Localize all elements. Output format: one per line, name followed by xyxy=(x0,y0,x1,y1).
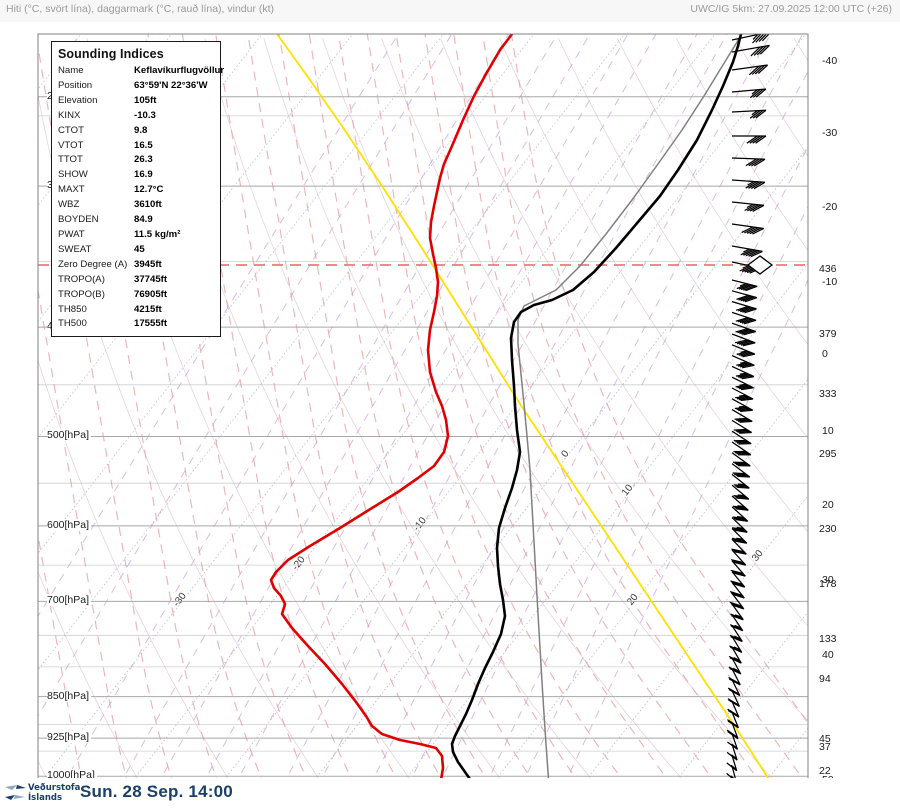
vedurstofa-logo: Veðurstofa Íslands xyxy=(4,782,74,806)
height-tick-label: 379 xyxy=(819,328,837,340)
indices-row-label: TH850 xyxy=(58,303,134,318)
pressure-tick-label: 850[hPa] xyxy=(47,690,91,702)
pressure-tick-label: 500[hPa] xyxy=(47,429,91,441)
right-temperature-label: -20 xyxy=(822,201,837,213)
logo-line-2: Íslands xyxy=(28,794,80,804)
height-tick-label: 295 xyxy=(819,448,837,460)
indices-row: KINX-10.3 xyxy=(52,109,220,124)
indices-row: TROPO(B)76905ft xyxy=(52,288,220,303)
indices-row-value: Keflavíkurflugvöllur xyxy=(134,64,224,79)
indices-row-label: Elevation xyxy=(58,94,134,109)
indices-row-label: PWAT xyxy=(58,228,134,243)
height-tick-label: 230 xyxy=(819,523,837,535)
pressure-tick-label: 925[hPa] xyxy=(47,731,91,743)
indices-row-label: TTOT xyxy=(58,153,134,168)
indices-row: Zero Degree (A)3945ft xyxy=(52,258,220,273)
indices-row-label: Zero Degree (A) xyxy=(58,258,134,273)
indices-row-value: 3945ft xyxy=(134,258,162,273)
height-tick-label: 436 xyxy=(819,263,837,275)
indices-row-value: 11.5 kg/m² xyxy=(134,228,180,243)
right-temperature-label: 40 xyxy=(822,649,834,661)
indices-row-label: SHOW xyxy=(58,168,134,183)
indices-row-value: 37745ft xyxy=(134,273,167,288)
height-tick-label: 333 xyxy=(819,388,837,400)
footer-bar: Veðurstofa Íslands Sun. 28 Sep. 14:00 xyxy=(0,778,900,808)
indices-row-value: 3610ft xyxy=(134,198,162,213)
height-tick-label: 94 xyxy=(819,673,831,685)
indices-row-label: BOYDEN xyxy=(58,213,134,228)
indices-row-value: 16.9 xyxy=(134,168,153,183)
indices-row-value: 17555ft xyxy=(134,317,167,332)
indices-row-label: VTOT xyxy=(58,139,134,154)
right-temperature-label: -10 xyxy=(822,276,837,288)
indices-row-value: 76905ft xyxy=(134,288,167,303)
indices-row-label: TROPO(B) xyxy=(58,288,134,303)
valid-time-label: Sun. 28 Sep. 14:00 xyxy=(80,782,233,802)
height-tick-label: 37 xyxy=(819,741,831,753)
indices-row-label: Position xyxy=(58,79,134,94)
indices-row-label: Name xyxy=(58,64,134,79)
right-temperature-label: 30 xyxy=(822,574,834,586)
right-temperature-label: 0 xyxy=(822,348,828,360)
right-temperature-label: 10 xyxy=(822,425,834,437)
indices-row: TROPO(A)37745ft xyxy=(52,273,220,288)
indices-row-label: SWEAT xyxy=(58,243,134,258)
indices-row-label: TH500 xyxy=(58,317,134,332)
indices-row-value: 63°59'N 22°36'W xyxy=(134,79,208,94)
indices-row-value: 105ft xyxy=(134,94,156,109)
indices-row-label: KINX xyxy=(58,109,134,124)
indices-row-label: CTOT xyxy=(58,124,134,139)
indices-row-value: 12.7°C xyxy=(134,183,163,198)
indices-row-value: 26.3 xyxy=(134,153,153,168)
indices-row-value: 45 xyxy=(134,243,145,258)
indices-row-value: 16.5 xyxy=(134,139,153,154)
logo-text: Veðurstofa Íslands xyxy=(28,784,80,803)
indices-row-value: 84.9 xyxy=(134,213,153,228)
indices-row-value: -10.3 xyxy=(134,109,156,124)
header-right-caption: UWC/IG 5km: 27.09.2025 12:00 UTC (+26) xyxy=(690,3,892,15)
panel-title: Sounding Indices xyxy=(52,46,220,64)
indices-row-value: 9.8 xyxy=(134,124,147,139)
pressure-tick-label: 600[hPa] xyxy=(47,519,91,531)
logo-arrows-icon xyxy=(4,782,30,804)
indices-row-value: 4215ft xyxy=(134,303,162,318)
header-left-caption: Hiti (°C, svört lína), daggarmark (°C, r… xyxy=(6,3,274,15)
pressure-tick-label: 700[hPa] xyxy=(47,594,91,606)
right-temperature-label: -40 xyxy=(822,55,837,67)
indices-row-label: MAXT xyxy=(58,183,134,198)
indices-row-label: WBZ xyxy=(58,198,134,213)
right-temperature-label: -30 xyxy=(822,127,837,139)
right-temperature-label: 20 xyxy=(822,499,834,511)
height-tick-label: 133 xyxy=(819,633,837,645)
indices-row-label: TROPO(A) xyxy=(58,273,134,288)
header-bar: Hiti (°C, svört lína), daggarmark (°C, r… xyxy=(0,0,900,23)
